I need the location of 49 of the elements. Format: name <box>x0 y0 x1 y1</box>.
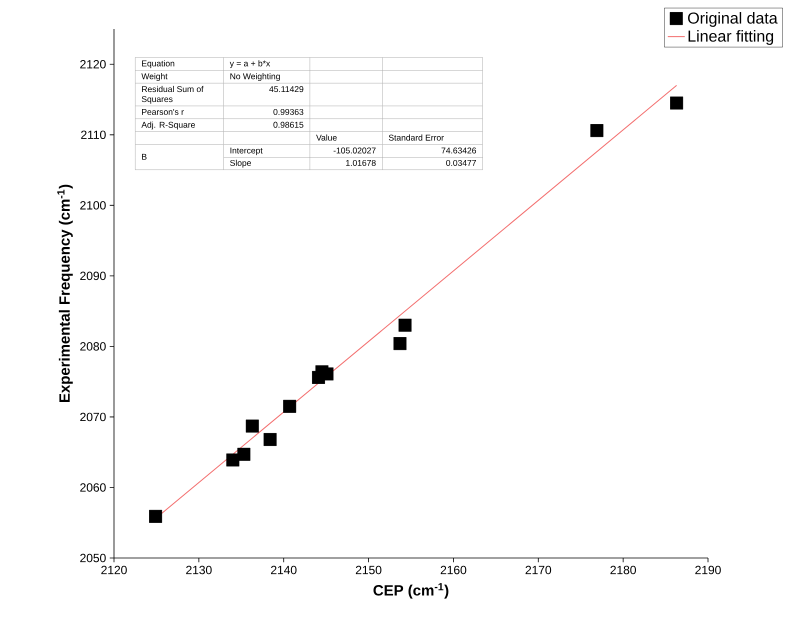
legend-label: Original data <box>688 12 778 27</box>
point <box>264 433 277 446</box>
point <box>590 124 604 138</box>
x-tick-label: 2190 <box>695 566 721 574</box>
y-tick-label: 2090 <box>80 272 106 280</box>
x-tick-label: 2160 <box>440 566 466 574</box>
y-tick-label: 2120 <box>80 60 106 68</box>
x-tick-label: 2150 <box>356 566 382 574</box>
point <box>283 400 296 413</box>
annotation: Slope <box>230 160 251 168</box>
annotation: Pearson's r <box>142 109 184 115</box>
annotation: Residual Sum of Squares <box>142 86 204 104</box>
x-tick-label: 2180 <box>610 566 636 574</box>
annotation: Intercept <box>230 148 263 156</box>
point <box>393 337 406 350</box>
y-tick-label: 2060 <box>80 483 106 492</box>
annotation: 74.63426 <box>442 148 476 154</box>
point <box>398 318 412 332</box>
annotation: Equation <box>142 60 174 68</box>
point <box>237 448 250 461</box>
annotation: Adj. R-Square <box>141 122 195 130</box>
y-tick-label: 2100 <box>80 201 106 210</box>
y-tick-label: 2110 <box>81 130 106 140</box>
x-axis-title: CEP (cm$^{-1}$) <box>373 583 448 599</box>
annotation: Value <box>316 134 337 141</box>
point <box>226 453 240 466</box>
point <box>670 96 684 110</box>
x-tick-label: 2120 <box>101 566 127 574</box>
legend-label: Linear fitting <box>688 30 774 45</box>
point <box>246 420 259 433</box>
y-tick-label: 2050 <box>80 554 106 562</box>
annotation: Weight <box>141 73 168 81</box>
x-tick-label: 2140 <box>271 566 297 574</box>
annotation: B <box>142 154 147 160</box>
annotation: Standard Error <box>388 134 444 141</box>
annotation: 45.11429 <box>269 86 304 92</box>
annotation: -105.02027 <box>334 148 376 154</box>
x-tick-label: 2130 <box>186 566 212 574</box>
annotation: 0.98615 <box>273 122 304 128</box>
annotation: 0.99363 <box>273 108 304 115</box>
point <box>149 510 162 523</box>
y-tick-label: 2080 <box>80 342 106 351</box>
annotation: 0.03477 <box>446 160 476 166</box>
y-tick-label: 2070 <box>80 412 106 422</box>
annotation: y = a + b*x <box>230 60 270 68</box>
annotation: No Weighting <box>230 73 280 81</box>
annotation: 1.01678 <box>346 160 376 166</box>
x-tick-label: 2170 <box>526 566 552 574</box>
y-axis-title: Experimental Frequency (cm$^{-1}$) <box>57 184 73 402</box>
